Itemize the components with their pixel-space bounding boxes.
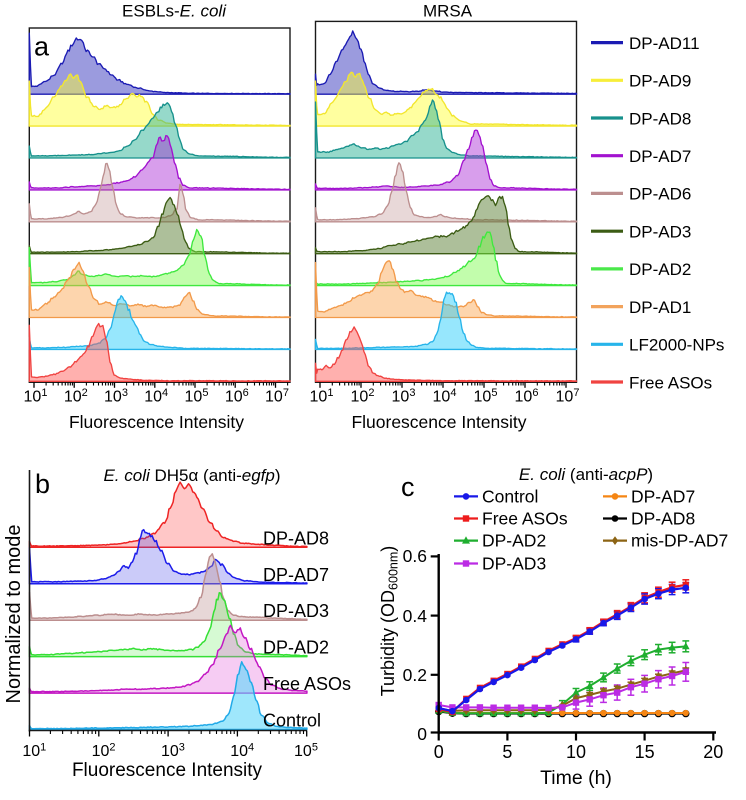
svg-text:DP-AD9: DP-AD9 [629, 72, 691, 91]
svg-text:20: 20 [703, 742, 723, 762]
svg-text:10: 10 [566, 742, 586, 762]
svg-text:DP-AD2: DP-AD2 [263, 638, 329, 658]
svg-text:Fluorescence Intensity: Fluorescence Intensity [72, 760, 263, 781]
svg-text:5: 5 [502, 742, 512, 762]
svg-text:Fluorescence Intensity: Fluorescence Intensity [351, 412, 526, 432]
svg-text:Free ASOs: Free ASOs [263, 674, 351, 694]
svg-text:DP-AD8: DP-AD8 [631, 509, 695, 529]
svg-text:MRSA: MRSA [423, 2, 473, 21]
svg-text:DP-AD3: DP-AD3 [263, 601, 329, 621]
svg-text:ESBLs-E. coli: ESBLs-E. coli [122, 2, 227, 21]
svg-text:DP-AD7: DP-AD7 [263, 565, 329, 585]
svg-text:DP-AD1: DP-AD1 [629, 298, 691, 317]
svg-text:DP-AD2: DP-AD2 [482, 531, 546, 551]
svg-text:0: 0 [417, 724, 427, 744]
svg-text:DP-AD8: DP-AD8 [263, 528, 329, 548]
svg-text:E. coli DH5α (anti-egfp): E. coli DH5α (anti-egfp) [103, 466, 280, 485]
svg-text:b: b [35, 469, 50, 499]
svg-text:DP-AD7: DP-AD7 [629, 147, 691, 166]
svg-text:0.6: 0.6 [403, 546, 427, 566]
svg-text:Time (h): Time (h) [540, 767, 612, 789]
svg-text:Control: Control [482, 486, 538, 506]
svg-text:DP-AD6: DP-AD6 [629, 185, 691, 204]
svg-text:DP-AD3: DP-AD3 [629, 223, 691, 242]
svg-text:c: c [401, 472, 415, 502]
svg-text:0.2: 0.2 [403, 665, 427, 685]
svg-text:Normalized to mode: Normalized to mode [3, 525, 25, 704]
svg-text:mis-DP-AD7: mis-DP-AD7 [631, 531, 728, 551]
svg-text:0: 0 [434, 742, 444, 762]
svg-text:Fluorescence Intensity: Fluorescence Intensity [69, 412, 244, 432]
svg-text:0.4: 0.4 [403, 606, 428, 626]
svg-text:Free ASOs: Free ASOs [629, 373, 712, 392]
svg-text:a: a [34, 32, 50, 62]
svg-text:LF2000-NPs: LF2000-NPs [629, 336, 724, 355]
svg-text:DP-AD2: DP-AD2 [629, 260, 691, 279]
svg-text:E. coli (anti-acpP): E. coli (anti-acpP) [519, 465, 653, 484]
svg-text:DP-AD8: DP-AD8 [629, 109, 691, 128]
svg-text:DP-AD11: DP-AD11 [629, 34, 700, 53]
svg-text:Control: Control [263, 711, 321, 731]
svg-text:Free ASOs: Free ASOs [482, 509, 568, 529]
svg-text:15: 15 [635, 742, 655, 762]
svg-text:DP-AD3: DP-AD3 [482, 554, 546, 574]
svg-text:DP-AD7: DP-AD7 [631, 486, 695, 506]
